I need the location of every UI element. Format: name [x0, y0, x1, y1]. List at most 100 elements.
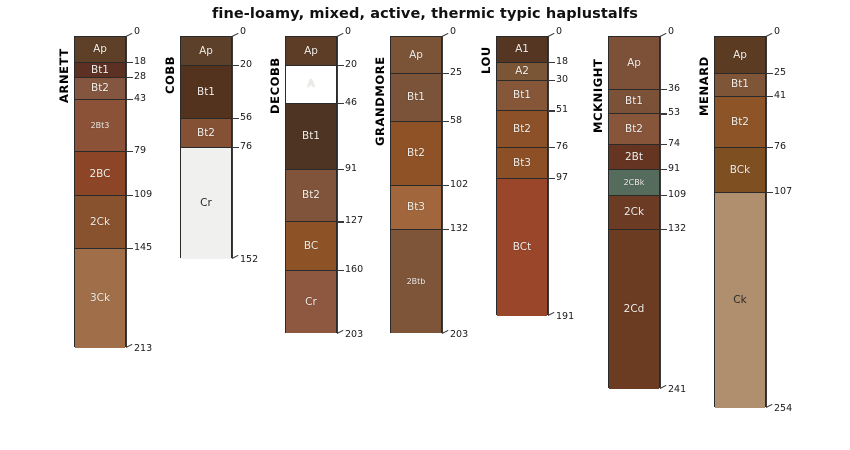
axis-tick — [766, 192, 773, 194]
horizon-label: Bt1 — [730, 78, 749, 91]
axis-tick-label: 18 — [556, 56, 569, 68]
axis-tick — [337, 221, 344, 223]
profile-column: Ap Bt1 Bt2 2Bt 2CBk 2Ck 2Cd — [608, 36, 660, 389]
horizon-label: Bt2 — [730, 115, 749, 128]
horizon-label: Ap — [409, 48, 423, 61]
profile-column: A1 A2 Bt1 Bt2 Bt3 BCt — [496, 36, 548, 316]
horizon-band: Ck — [715, 193, 765, 408]
axis-tick — [337, 65, 344, 67]
axis-tick — [548, 147, 555, 149]
axis-tick-label: 46 — [345, 97, 358, 109]
horizon-band: BCt — [497, 178, 547, 316]
horizon-band: Bt1 — [391, 73, 441, 122]
horizon-label: 2Bt3 — [90, 120, 110, 130]
profile-column: Ap Bt1 Bt2 Cr — [180, 36, 232, 259]
axis-tick — [548, 79, 555, 81]
axis-tick — [660, 113, 667, 115]
depth-axis-line — [548, 36, 550, 315]
horizon-band: Bt1 — [286, 104, 336, 170]
axis-tick-label: 76 — [240, 141, 253, 152]
axis-tick — [232, 65, 239, 67]
horizon-band: Bt2 — [609, 114, 659, 146]
profile-name-label: MCKNIGHT — [591, 58, 605, 134]
axis-tick-label: 0 — [450, 26, 457, 37]
axis-tick-label: 53 — [668, 107, 681, 119]
horizon-band: 2Ck — [75, 196, 125, 249]
horizon-band: Bt2 — [181, 118, 231, 148]
horizon-label: Bt2 — [90, 82, 109, 95]
axis-tick-label: 0 — [134, 26, 141, 37]
axis-tick-label: 203 — [345, 328, 364, 340]
axis-tick-label: 97 — [556, 171, 569, 183]
horizon-band: BC — [286, 222, 336, 271]
axis-tick-label: 76 — [556, 141, 569, 152]
axis-tick — [766, 72, 773, 74]
depth-axis-line — [126, 36, 128, 348]
axis-tick — [232, 117, 239, 119]
axis-tick-label: 41 — [774, 89, 787, 101]
horizon-label: A2 — [515, 65, 529, 78]
axis-tick-label: 0 — [240, 26, 247, 37]
horizon-label: 2Cd — [623, 303, 645, 316]
axis-tick-label: 203 — [450, 328, 469, 340]
horizon-band: Ap — [609, 37, 659, 90]
horizon-label: Ap — [93, 43, 107, 56]
axis-tick — [548, 177, 555, 179]
profile-name-label: ARNETT — [57, 48, 71, 104]
horizon-band: 2Btb — [391, 229, 441, 334]
depth-axis-line — [442, 36, 444, 333]
axis-tick-label: 36 — [668, 82, 681, 94]
axis-tick-label: 0 — [774, 26, 781, 37]
axis-tick-label: 51 — [556, 104, 569, 116]
horizon-band: Bt1 — [497, 80, 547, 112]
profile-name-label: LOU — [479, 46, 493, 74]
horizon-band: 2BC — [75, 152, 125, 197]
axis-tick — [442, 184, 449, 187]
horizon-band: Bt1 — [181, 66, 231, 119]
horizon-band: Ap — [715, 37, 765, 74]
horizon-band: Bt3 — [391, 185, 441, 230]
horizon-label: 2Bt — [624, 150, 643, 163]
axis-tick-label: 28 — [134, 70, 147, 82]
axis-tick — [660, 228, 667, 230]
horizon-label: 3Ck — [89, 292, 111, 305]
horizon-band: Bt1 — [75, 63, 125, 78]
horizon-label: 2BC — [89, 167, 111, 180]
horizon-label: Bt2 — [196, 126, 215, 139]
axis-tick — [547, 32, 555, 38]
horizon-band: Bt1 — [715, 73, 765, 97]
axis-tick-label: 20 — [345, 59, 358, 71]
axis-tick — [126, 98, 133, 100]
axis-tick — [441, 32, 449, 38]
axis-tick — [660, 195, 667, 197]
axis-tick-label: 109 — [668, 189, 687, 201]
horizon-label: 2Ck — [623, 206, 645, 219]
axis-tick-label: 91 — [345, 162, 358, 174]
axis-tick — [231, 32, 239, 38]
depth-axis-line — [660, 36, 662, 388]
horizon-label: Bt2 — [406, 147, 425, 160]
depth-axis-line — [337, 36, 339, 333]
axis-tick-label: 58 — [450, 114, 463, 126]
horizon-band: BCk — [715, 148, 765, 194]
horizon-label: BCk — [729, 163, 751, 176]
axis-tick — [660, 144, 667, 146]
axis-tick-label: 56 — [240, 111, 253, 123]
horizon-band: Ap — [181, 37, 231, 67]
profile-name-label: DECOBB — [268, 57, 282, 115]
horizon-label: BC — [303, 239, 319, 252]
horizon-band: 3Ck — [75, 248, 125, 349]
horizon-label: Ap — [304, 44, 318, 57]
horizon-label: Bt2 — [512, 122, 531, 135]
axis-tick — [126, 195, 133, 197]
axis-tick-label: 241 — [668, 384, 687, 395]
profile-column: Ap Bt1 Bt2 Bt3 2Btb — [390, 36, 442, 334]
axis-tick-label: 0 — [556, 26, 563, 37]
axis-tick — [766, 95, 773, 97]
axis-tick-label: 213 — [134, 343, 153, 355]
axis-tick-label: 127 — [345, 215, 364, 227]
horizon-label: Cr — [200, 197, 212, 210]
axis-tick-label: 74 — [668, 138, 681, 150]
horizon-label: Bt2 — [624, 122, 643, 135]
horizon-band: Bt3 — [497, 148, 547, 179]
